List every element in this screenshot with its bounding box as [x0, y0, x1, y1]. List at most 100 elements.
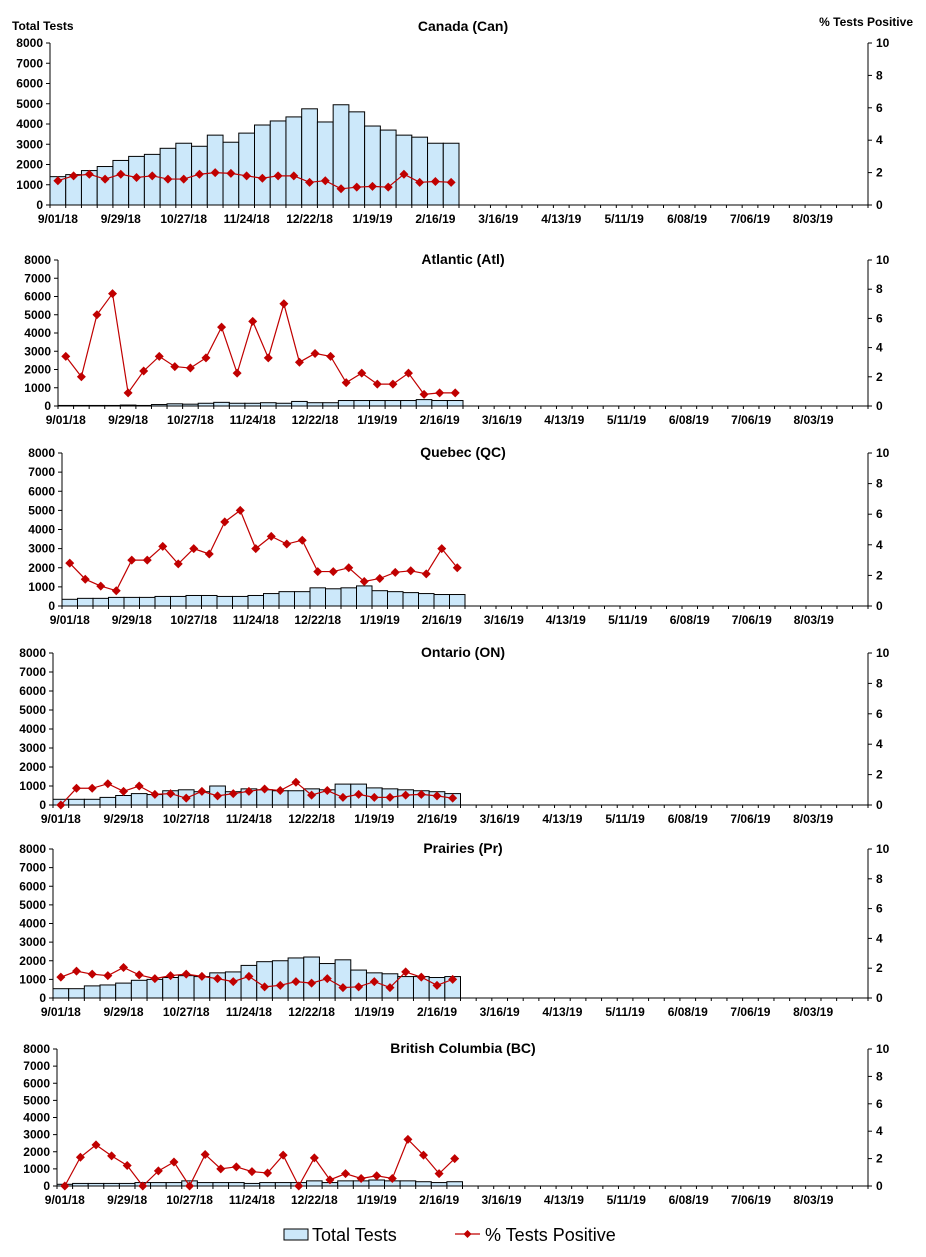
- y2-tick-label: 10: [876, 253, 890, 267]
- marker-pct-positive: [173, 559, 183, 569]
- y2-tick-label: 2: [876, 370, 883, 384]
- marker-pct-positive: [216, 1164, 226, 1174]
- marker-pct-positive: [372, 379, 382, 389]
- y2-tick-label: 2: [876, 1152, 883, 1166]
- marker-pct-positive: [325, 1175, 335, 1185]
- marker-pct-positive: [328, 567, 338, 577]
- y-tick-label: 3000: [16, 137, 43, 151]
- legend-bar-label: Total Tests: [312, 1225, 397, 1245]
- bar-total-tests: [446, 400, 464, 407]
- marker-pct-positive: [359, 577, 369, 587]
- y2-axis-label: % Tests Positive: [819, 15, 913, 29]
- y-tick-label: 0: [43, 1179, 50, 1193]
- x-tick-label: 4/13/19: [542, 1005, 582, 1019]
- chart-panel: Canada (Can) Total Tests % Tests Positive 0…: [12, 15, 913, 226]
- x-tick-label: 5/11/19: [607, 1193, 647, 1207]
- chart-panel: British Columbia (BC) 0 1000 2000 3000 4000 50…: [23, 1040, 889, 1207]
- marker-pct-positive: [338, 983, 348, 993]
- y-tick-label: 2000: [16, 158, 43, 172]
- x-tick-label: 8/03/19: [793, 1193, 833, 1207]
- y-tick-label: 8000: [23, 1042, 50, 1056]
- x-tick-label: 6/08/19: [668, 812, 708, 826]
- bar-total-tests: [287, 790, 305, 806]
- bar-total-tests: [278, 591, 295, 607]
- marker-pct-positive: [91, 1140, 101, 1150]
- x-tick-label: 1/19/19: [357, 1193, 397, 1207]
- x-tick-label: 7/06/19: [731, 1193, 771, 1207]
- x-tick-label: 3/16/19: [484, 613, 524, 627]
- bar-total-tests: [83, 798, 101, 806]
- chart-title: British Columbia (BC): [390, 1040, 535, 1056]
- marker-pct-positive: [415, 177, 425, 187]
- marker-pct-positive: [291, 977, 301, 987]
- bar-total-tests: [353, 400, 371, 407]
- x-tick-label: 10/27/18: [163, 812, 210, 826]
- bar-total-tests: [316, 121, 334, 206]
- marker-pct-positive: [260, 982, 270, 992]
- x-tick-label: 8/03/19: [793, 413, 833, 427]
- marker-pct-positive: [430, 177, 440, 187]
- y-tick-label: 2000: [19, 954, 46, 968]
- bar-total-tests: [271, 960, 289, 999]
- legend-bar-swatch: [283, 1228, 309, 1241]
- y2-tick-label: 10: [876, 446, 890, 460]
- bar-total-tests: [213, 401, 230, 407]
- y-tick-label: 4000: [24, 326, 51, 340]
- bar-total-tests: [216, 595, 233, 607]
- marker-pct-positive: [322, 786, 332, 796]
- marker-pct-positive: [92, 310, 102, 320]
- bar-total-tests: [449, 594, 466, 607]
- marker-pct-positive: [341, 1169, 351, 1179]
- marker-pct-positive: [403, 1134, 413, 1144]
- marker-pct-positive: [369, 792, 379, 802]
- x-tick-label: 9/29/18: [104, 812, 144, 826]
- x-tick-label: 9/01/18: [46, 413, 86, 427]
- y-tick-label: 1000: [23, 1162, 50, 1176]
- bar-total-tests: [52, 988, 70, 999]
- marker-pct-positive: [56, 800, 66, 810]
- x-tick-label: 10/27/18: [170, 613, 217, 627]
- y-tick-label: 4000: [19, 722, 46, 736]
- marker-pct-positive: [69, 171, 79, 181]
- marker-pct-positive: [307, 790, 317, 800]
- marker-pct-positive: [166, 789, 176, 799]
- y2-tick-label: 8: [876, 676, 883, 690]
- marker-pct-positive: [213, 791, 223, 801]
- bar-total-tests: [415, 399, 433, 407]
- x-tick-label: 4/13/19: [546, 613, 586, 627]
- bar-total-tests: [411, 136, 429, 206]
- y2-tick-label: 4: [876, 341, 883, 355]
- x-tick-label: 8/03/19: [793, 212, 833, 226]
- marker-pct-positive: [452, 563, 462, 573]
- bar-total-tests: [433, 594, 450, 607]
- y-tick-label: 0: [48, 599, 55, 613]
- chart-panel: Prairies (Pr) 0 1000 2000 3000 4000 5000 6000 70…: [19, 840, 889, 1019]
- y-tick-label: 8000: [28, 446, 55, 460]
- bar-total-tests: [263, 593, 280, 607]
- y2-tick-label: 8: [876, 68, 883, 82]
- marker-pct-positive: [257, 173, 267, 183]
- x-tick-label: 9/29/18: [112, 613, 152, 627]
- bar-total-tests: [115, 982, 132, 999]
- bar-total-tests: [130, 979, 148, 999]
- x-tick-label: 1/19/19: [352, 212, 392, 226]
- y-tick-label: 5000: [16, 97, 43, 111]
- bar-total-tests: [446, 1181, 463, 1187]
- y-tick-label: 8000: [19, 646, 46, 660]
- chart-panel: Ontario (ON) 0 1000 2000 3000 4000 5000 6000 700…: [19, 644, 889, 826]
- chart-title: Atlantic (Atl): [421, 251, 504, 267]
- bar-total-tests: [309, 587, 326, 607]
- bar-total-tests: [256, 961, 273, 999]
- y-tick-label: 6000: [23, 1076, 50, 1090]
- marker-pct-positive: [419, 389, 429, 399]
- marker-pct-positive: [275, 980, 285, 990]
- x-tick-label: 9/01/18: [45, 1193, 85, 1207]
- y2-tick-label: 0: [876, 599, 883, 613]
- marker-pct-positive: [119, 786, 129, 796]
- y-tick-label: 7000: [23, 1059, 50, 1073]
- y-tick-label: 2000: [24, 363, 51, 377]
- bar-total-tests: [306, 1180, 323, 1187]
- y-tick-label: 6000: [19, 684, 46, 698]
- x-tick-label: 3/16/19: [478, 212, 518, 226]
- x-tick-label: 6/08/19: [667, 212, 707, 226]
